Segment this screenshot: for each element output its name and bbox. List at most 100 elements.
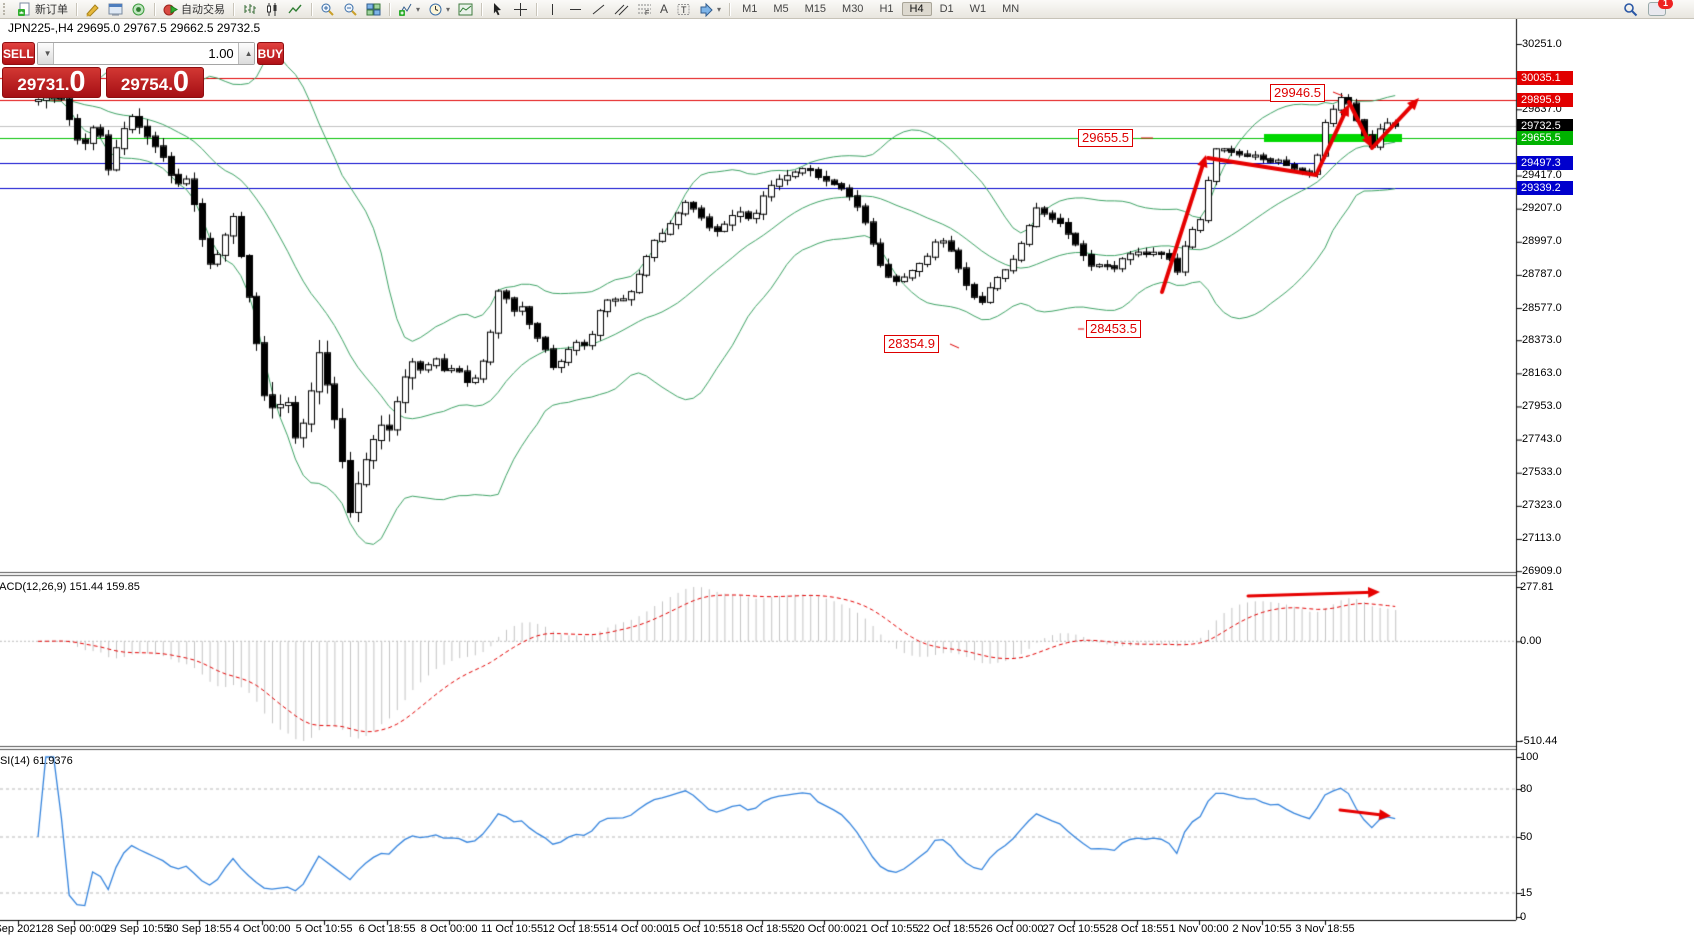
price-badge: 29339.2 <box>1517 180 1573 195</box>
tile-windows-button[interactable] <box>362 1 385 18</box>
candlestick-button[interactable] <box>261 1 284 18</box>
fibonacci-button[interactable]: F <box>633 1 656 18</box>
macd-axis-value: 0.00 <box>1520 634 1542 647</box>
rsi-axis-value: 50 <box>1520 830 1533 843</box>
timeframe-button-h1[interactable]: H1 <box>879 3 894 15</box>
zoom-out-button[interactable] <box>339 1 362 18</box>
price-tick: 30251.0 <box>1522 37 1562 50</box>
one-click-trade-panel: SELL ▼ ▲ BUY 29731.0 29754.0 <box>2 42 285 98</box>
templates-button[interactable] <box>454 1 477 18</box>
timeframe-button-h4[interactable]: H4 <box>901 2 932 16</box>
cursor-button[interactable] <box>486 1 509 18</box>
price-badge: 30035.1 <box>1517 71 1573 86</box>
macd-pane[interactable]: MACD(12,26,9) 151.44 159.85 <box>0 576 1516 746</box>
time-tick-label: 11 Oct 10:55 <box>480 923 544 935</box>
svg-text:T: T <box>681 5 687 15</box>
vertical-line-icon <box>552 3 554 15</box>
macd-axis-value: -510.44 <box>1520 734 1558 747</box>
macd-axis-value: 277.81 <box>1520 580 1554 593</box>
price-tick: 28163.0 <box>1522 366 1562 379</box>
timeframe-button-m15[interactable]: M15 <box>804 3 827 15</box>
time-tick-label: 30 Sep 18:55 <box>166 923 232 935</box>
horizontal-line-button[interactable] <box>564 1 587 18</box>
crayon-icon <box>86 3 99 17</box>
time-tick-label: 22 Oct 18:55 <box>917 923 981 935</box>
tile-windows-icon <box>366 3 381 15</box>
price-tick: 29207.0 <box>1522 202 1562 215</box>
timeframe-button-m30[interactable]: M30 <box>842 3 864 15</box>
toolbar-grip[interactable] <box>3 3 10 15</box>
price-badge: 29895.9 <box>1517 93 1573 107</box>
price-annotation-flag: 28453.5 <box>1086 320 1141 338</box>
signal-button[interactable] <box>127 1 150 18</box>
price-tick: 26909.0 <box>1522 564 1562 577</box>
sell-price-big-digit: 0 <box>69 66 86 98</box>
time-tick-label: 18 Oct 18:55 <box>730 923 794 935</box>
volume-decrease-button[interactable]: ▼ <box>37 43 54 64</box>
symbol-ohlc-header: JPN225-,H4 29695.0 29767.5 29662.5 29732… <box>8 21 261 35</box>
time-tick-label: 2 Nov 10:55 <box>1232 923 1292 935</box>
time-tick-label: 27 Oct 10:55 <box>1042 923 1106 935</box>
time-tick-label: 5 Oct 10:55 <box>295 923 353 935</box>
text-button[interactable]: A <box>660 2 669 16</box>
crayon-button[interactable] <box>81 1 104 18</box>
time-tick-label: 28 Oct 18:55 <box>1105 923 1169 935</box>
line-chart-button[interactable] <box>284 1 307 18</box>
sell-price[interactable]: 29731. 0 <box>2 67 101 98</box>
svg-text:F: F <box>645 10 649 17</box>
price-tick: 28997.0 <box>1522 235 1562 248</box>
channel-button[interactable] <box>610 1 633 18</box>
shapes-button[interactable]: ▾ <box>695 1 725 18</box>
price-tick: 28577.0 <box>1522 301 1562 314</box>
bar-chart-button[interactable] <box>238 1 261 18</box>
time-tick-label: 20 Oct 00:00 <box>792 923 856 935</box>
trendline-icon <box>592 4 605 14</box>
candlestick-icon <box>267 2 277 16</box>
time-tick-label: 15 Oct 10:55 <box>667 923 731 935</box>
market-watch-button[interactable] <box>104 1 127 18</box>
notifications-button[interactable]: 1 <box>1648 0 1673 16</box>
signal-icon <box>132 3 145 15</box>
volume-input[interactable] <box>53 43 238 64</box>
rsi-axis-value: 80 <box>1520 782 1533 795</box>
sell-price-main: 29731. <box>17 75 70 94</box>
volume-increase-button[interactable]: ▲ <box>237 43 254 64</box>
indicators-button[interactable]: ▾ <box>394 1 424 18</box>
timeframe-button-m5[interactable]: M5 <box>773 3 789 15</box>
auto-trading-label: 自动交易 <box>181 4 225 16</box>
timeframe-button-mn[interactable]: MN <box>1002 3 1020 15</box>
cursor-icon <box>493 2 502 15</box>
timeframe-button-m1[interactable]: M1 <box>742 3 758 15</box>
search-icon[interactable] <box>1623 2 1638 17</box>
zoom-in-button[interactable] <box>316 1 339 18</box>
auto-trading-button[interactable]: 自动交易 <box>159 0 229 18</box>
vertical-line-button[interactable] <box>541 1 564 18</box>
time-tick-label: 14 Oct 00:00 <box>605 923 669 935</box>
timeframe-button-d1[interactable]: D1 <box>939 3 954 15</box>
text-label-button[interactable]: T <box>672 1 695 18</box>
new-order-button[interactable]: 新订单 <box>13 0 72 18</box>
timeframe-group: M1 M5 M15 M30 H1 H4 D1 W1 MN <box>734 1 1027 17</box>
time-tick-label: 12 Oct 18:55 <box>542 923 606 935</box>
price-tick: 28373.0 <box>1522 333 1562 346</box>
indicators-icon <box>399 3 412 16</box>
sell-button[interactable]: SELL <box>2 42 35 65</box>
trendline-button[interactable] <box>587 1 610 18</box>
price-annotation-flag: 29946.5 <box>1270 84 1325 102</box>
main-toolbar: 新订单 自动交易 <box>0 0 1694 19</box>
buy-button[interactable]: BUY <box>256 42 285 65</box>
crosshair-button[interactable] <box>509 1 532 18</box>
buy-price[interactable]: 29754. 0 <box>106 67 204 98</box>
crosshair-icon <box>514 2 528 16</box>
price-tick: 27743.0 <box>1522 433 1562 446</box>
rsi-pane[interactable]: RSI(14) 61.9376 <box>0 750 1516 918</box>
periods-button[interactable]: ▾ <box>424 1 454 18</box>
timeframe-button-w1[interactable]: W1 <box>969 3 987 15</box>
clock-icon <box>429 3 442 15</box>
price-tick: 27953.0 <box>1522 399 1562 412</box>
time-tick-label: 28 Sep 00:00 <box>41 923 107 935</box>
price-annotation-flag: 29655.5 <box>1078 129 1133 147</box>
horizontal-line-icon <box>570 8 582 10</box>
macd-label: MACD(12,26,9) 151.44 159.85 <box>0 581 140 593</box>
